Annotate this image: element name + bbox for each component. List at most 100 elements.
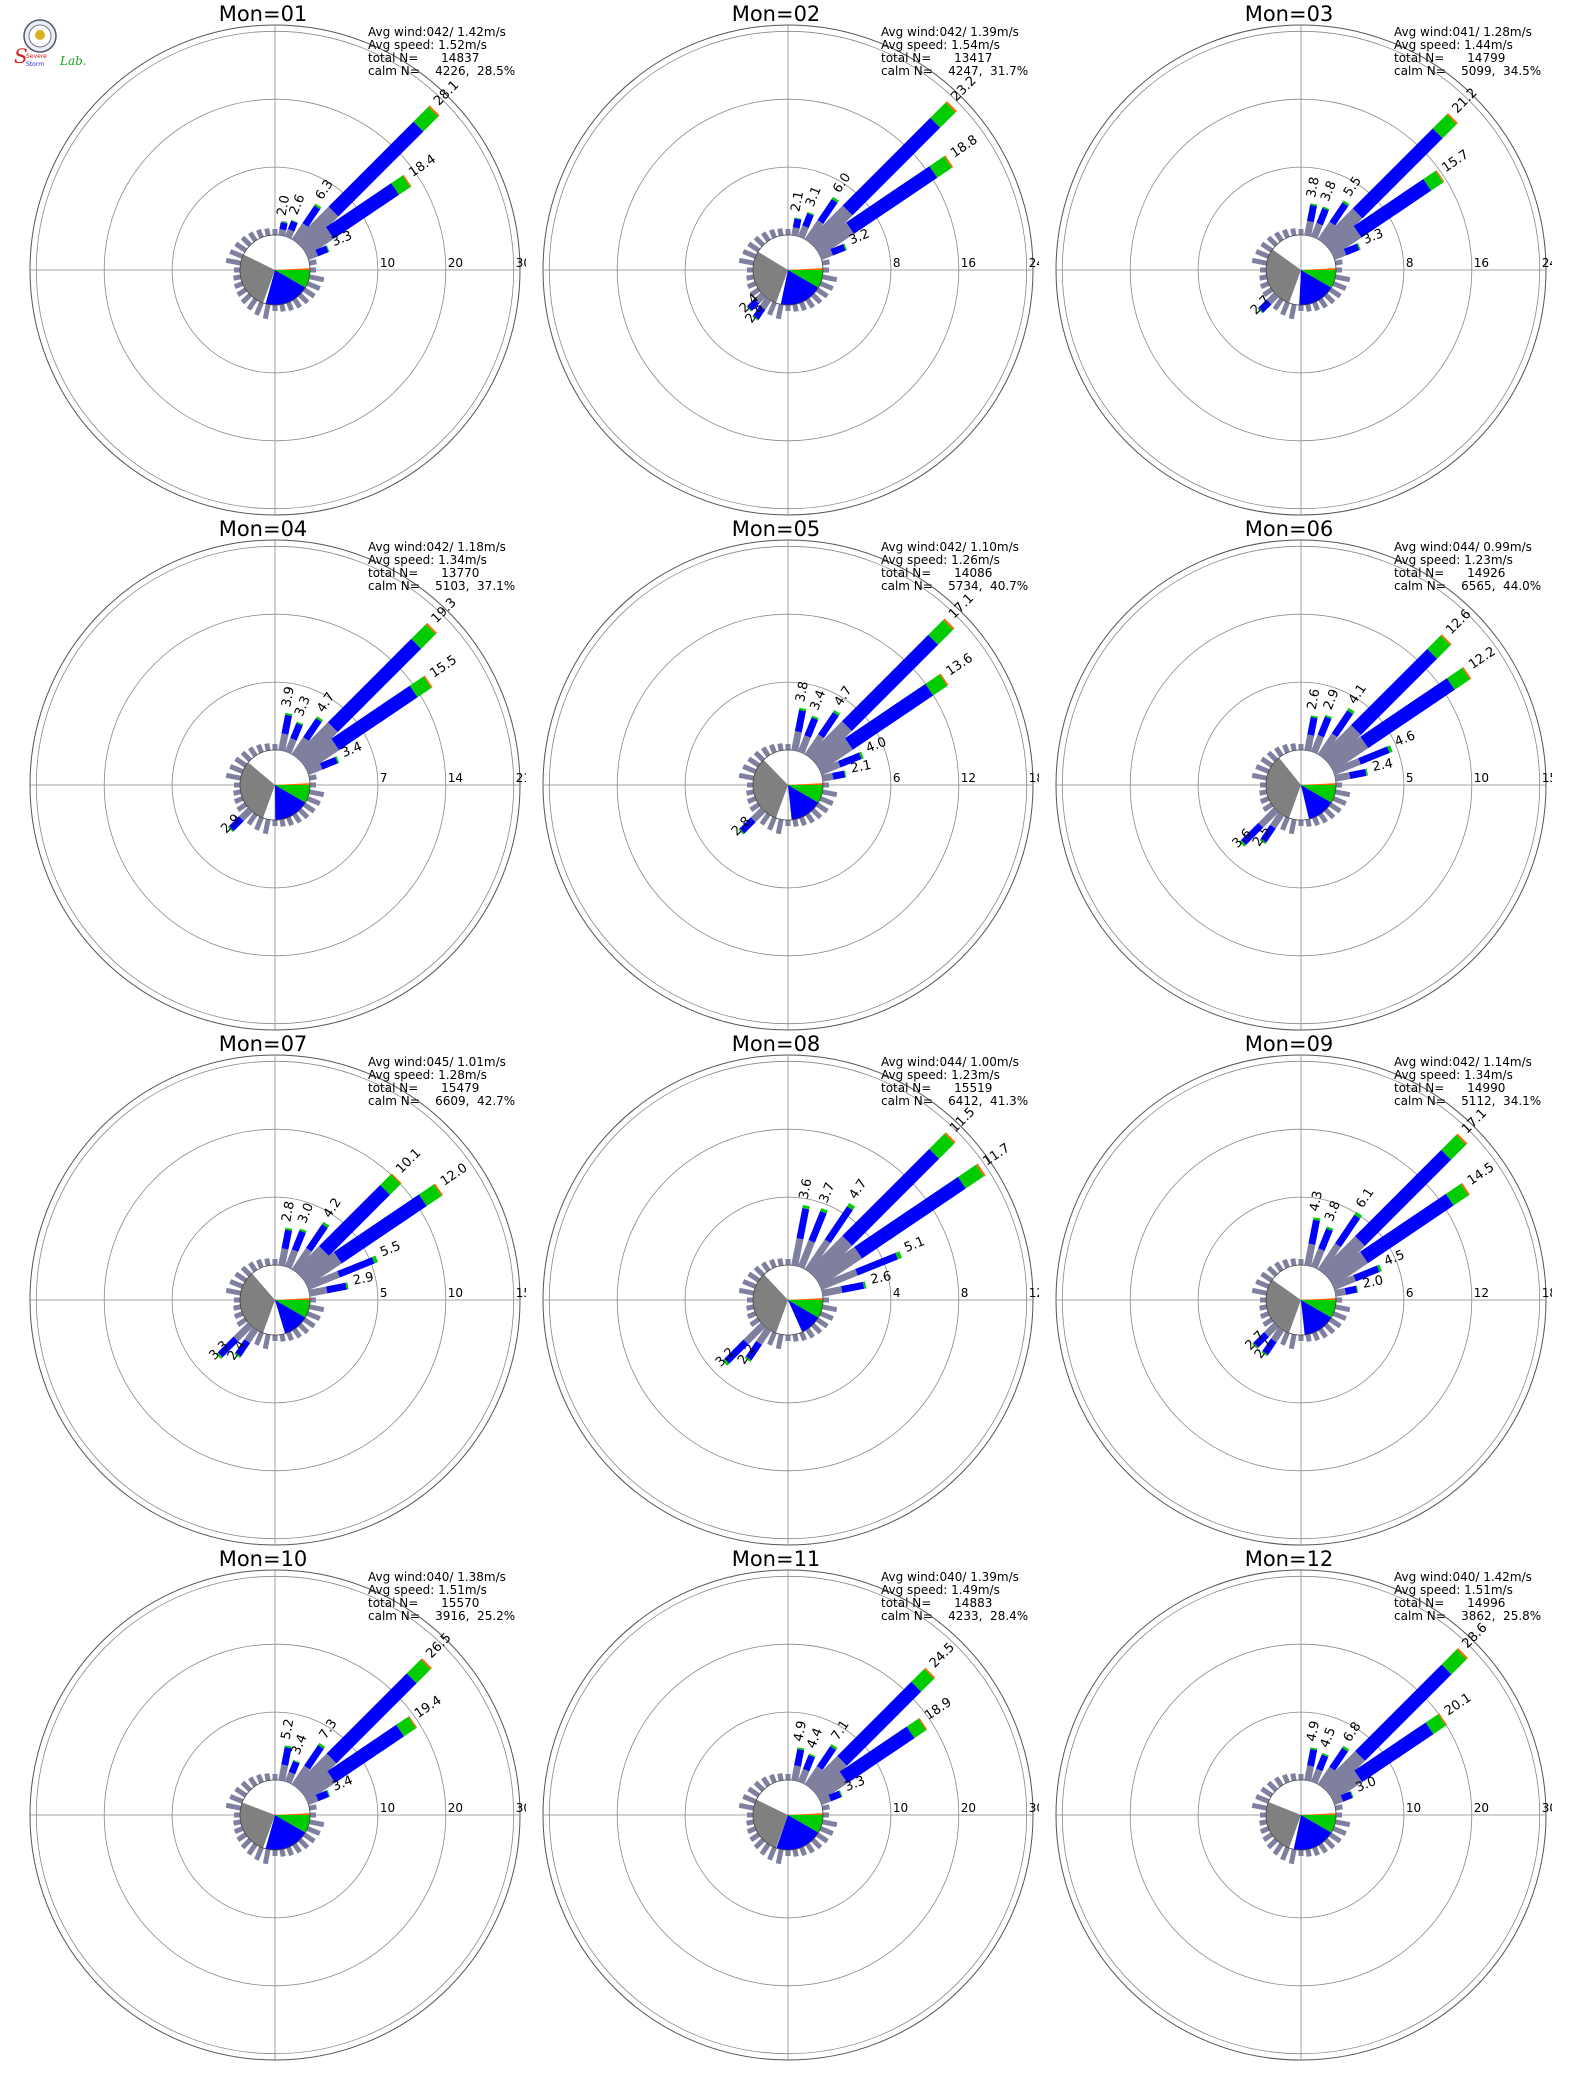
range-ring bbox=[1129, 1643, 1473, 1987]
petal-segment bbox=[235, 1339, 251, 1357]
minor-petal bbox=[306, 281, 321, 291]
petal-segment bbox=[300, 1771, 336, 1802]
calm-slice-green bbox=[788, 1815, 823, 1833]
avg-wind-text: Avg wind:042/ 1.10m/s bbox=[881, 540, 1019, 554]
minor-petal bbox=[777, 1773, 784, 1782]
calm-slice-orange bbox=[788, 783, 823, 785]
panel-title: Mon=03 bbox=[1244, 2, 1334, 26]
petal-segment bbox=[291, 223, 309, 243]
petal-segment bbox=[813, 1246, 863, 1287]
ring-label: 10 bbox=[1406, 1801, 1421, 1815]
petal-segment bbox=[1253, 1331, 1270, 1348]
calm-slice-grey bbox=[240, 1273, 275, 1333]
petal-segment bbox=[813, 1771, 848, 1802]
petal-segment bbox=[1423, 170, 1444, 191]
petal-segment bbox=[1320, 208, 1363, 251]
windrose-panel: 10 20 30 28.6 20.1 6.84.54.9 3.0 Mon=12 Avg wind… bbox=[1026, 1545, 1552, 2062]
petal-segment bbox=[1329, 1747, 1349, 1771]
petal-segment bbox=[1435, 170, 1445, 183]
minor-petal bbox=[819, 1826, 834, 1836]
petal-segment bbox=[1264, 1322, 1279, 1337]
range-ring bbox=[1129, 98, 1473, 442]
petal-segment bbox=[1326, 1251, 1368, 1287]
range-ring bbox=[1197, 166, 1405, 374]
petal-value-label: 12.2 bbox=[1466, 644, 1498, 673]
petal-segment bbox=[855, 1252, 899, 1276]
minor-petal bbox=[1260, 241, 1274, 253]
minor-petal bbox=[821, 259, 830, 266]
minor-petal bbox=[262, 1333, 271, 1350]
windrose-chart: 10203026.519.47.33.45.23.4 bbox=[29, 1569, 526, 2061]
minor-petal bbox=[302, 802, 316, 814]
minor-petal bbox=[1266, 235, 1279, 248]
minor-petal bbox=[753, 235, 766, 248]
minor-petal bbox=[1272, 297, 1284, 311]
range-ring bbox=[616, 1128, 960, 1472]
petal-segment bbox=[839, 1726, 915, 1784]
petal-segment bbox=[278, 733, 289, 752]
petal-segment bbox=[314, 203, 322, 210]
minor-petal bbox=[815, 802, 829, 814]
range-ring bbox=[103, 613, 447, 957]
petal-segment bbox=[797, 1240, 815, 1269]
range-ring bbox=[103, 1128, 447, 1472]
petal-segment bbox=[791, 227, 800, 237]
petal-segment bbox=[1462, 666, 1472, 680]
petal-segment bbox=[284, 737, 297, 754]
minor-petal bbox=[1334, 789, 1351, 798]
minor-petal bbox=[1328, 1832, 1342, 1844]
total-count-text: total N= 14996 bbox=[1394, 1596, 1506, 1610]
petal-segment bbox=[1318, 1228, 1333, 1251]
petal-segment bbox=[1310, 222, 1323, 239]
petal-segment bbox=[750, 807, 766, 823]
total-count-text: total N= 14837 bbox=[368, 51, 480, 65]
minor-petal bbox=[254, 1846, 264, 1861]
petal-segment bbox=[291, 1247, 312, 1273]
calm-slice-blue bbox=[265, 1815, 306, 1850]
minor-petal bbox=[769, 743, 777, 754]
petal-value-label: 11.5 bbox=[947, 1105, 978, 1136]
petal-segment bbox=[819, 1794, 832, 1806]
range-ring bbox=[548, 1060, 1028, 1540]
minor-petal bbox=[1305, 1848, 1312, 1857]
minor-petal bbox=[1280, 301, 1290, 316]
windrose-panel: 481211.511.74.73.73.65.12.62.23.2Mon=08A… bbox=[513, 1030, 1039, 1547]
petal-segment bbox=[759, 297, 772, 310]
petal-segment bbox=[284, 228, 295, 239]
minor-petal bbox=[1312, 1846, 1320, 1857]
panel-title: Mon=09 bbox=[1244, 1032, 1334, 1056]
petal-value-label: 4.5 bbox=[1382, 1248, 1407, 1270]
petal-value-label: 14.5 bbox=[1465, 1160, 1497, 1189]
minor-petal bbox=[821, 1804, 830, 1811]
petal-segment bbox=[1440, 634, 1452, 646]
minor-petal bbox=[264, 228, 271, 237]
petal-segment bbox=[854, 1176, 966, 1259]
petal-segment bbox=[335, 756, 340, 764]
range-ring bbox=[684, 681, 892, 889]
minor-petal bbox=[262, 303, 271, 320]
petal-segment bbox=[331, 685, 418, 751]
petal-segment bbox=[1326, 1770, 1363, 1802]
petal-value-label: 7.1 bbox=[829, 1718, 853, 1744]
minor-petal bbox=[233, 274, 242, 281]
minor-petal bbox=[233, 1304, 242, 1311]
windrose-panel: 7 14 21 19.3 15.5 4.73.33.9 3.4 2.9 Mon=04 Avg wi… bbox=[0, 515, 526, 1032]
minor-petal bbox=[738, 772, 755, 781]
calm-count-text: calm N= 5734, 40.7% bbox=[881, 579, 1029, 593]
calm-circle bbox=[752, 1264, 824, 1336]
minor-petal bbox=[302, 287, 316, 299]
minor-petal bbox=[761, 1776, 771, 1788]
petal-segment bbox=[291, 1230, 306, 1252]
minor-petal bbox=[749, 1832, 761, 1842]
minor-petal bbox=[254, 301, 264, 316]
ring-label: 21 bbox=[516, 771, 526, 785]
petal-segment bbox=[819, 1269, 858, 1291]
petal-segment bbox=[433, 1183, 444, 1197]
minor-petal bbox=[308, 274, 325, 283]
petal-value-label: 2.6 bbox=[287, 192, 309, 217]
range-ring bbox=[548, 1575, 1028, 2055]
minor-petal bbox=[1305, 1333, 1312, 1342]
petal-segment bbox=[1354, 1211, 1363, 1219]
petal-value-label: 4.6 bbox=[1393, 728, 1418, 750]
petal-value-label: 12.6 bbox=[1443, 607, 1474, 638]
